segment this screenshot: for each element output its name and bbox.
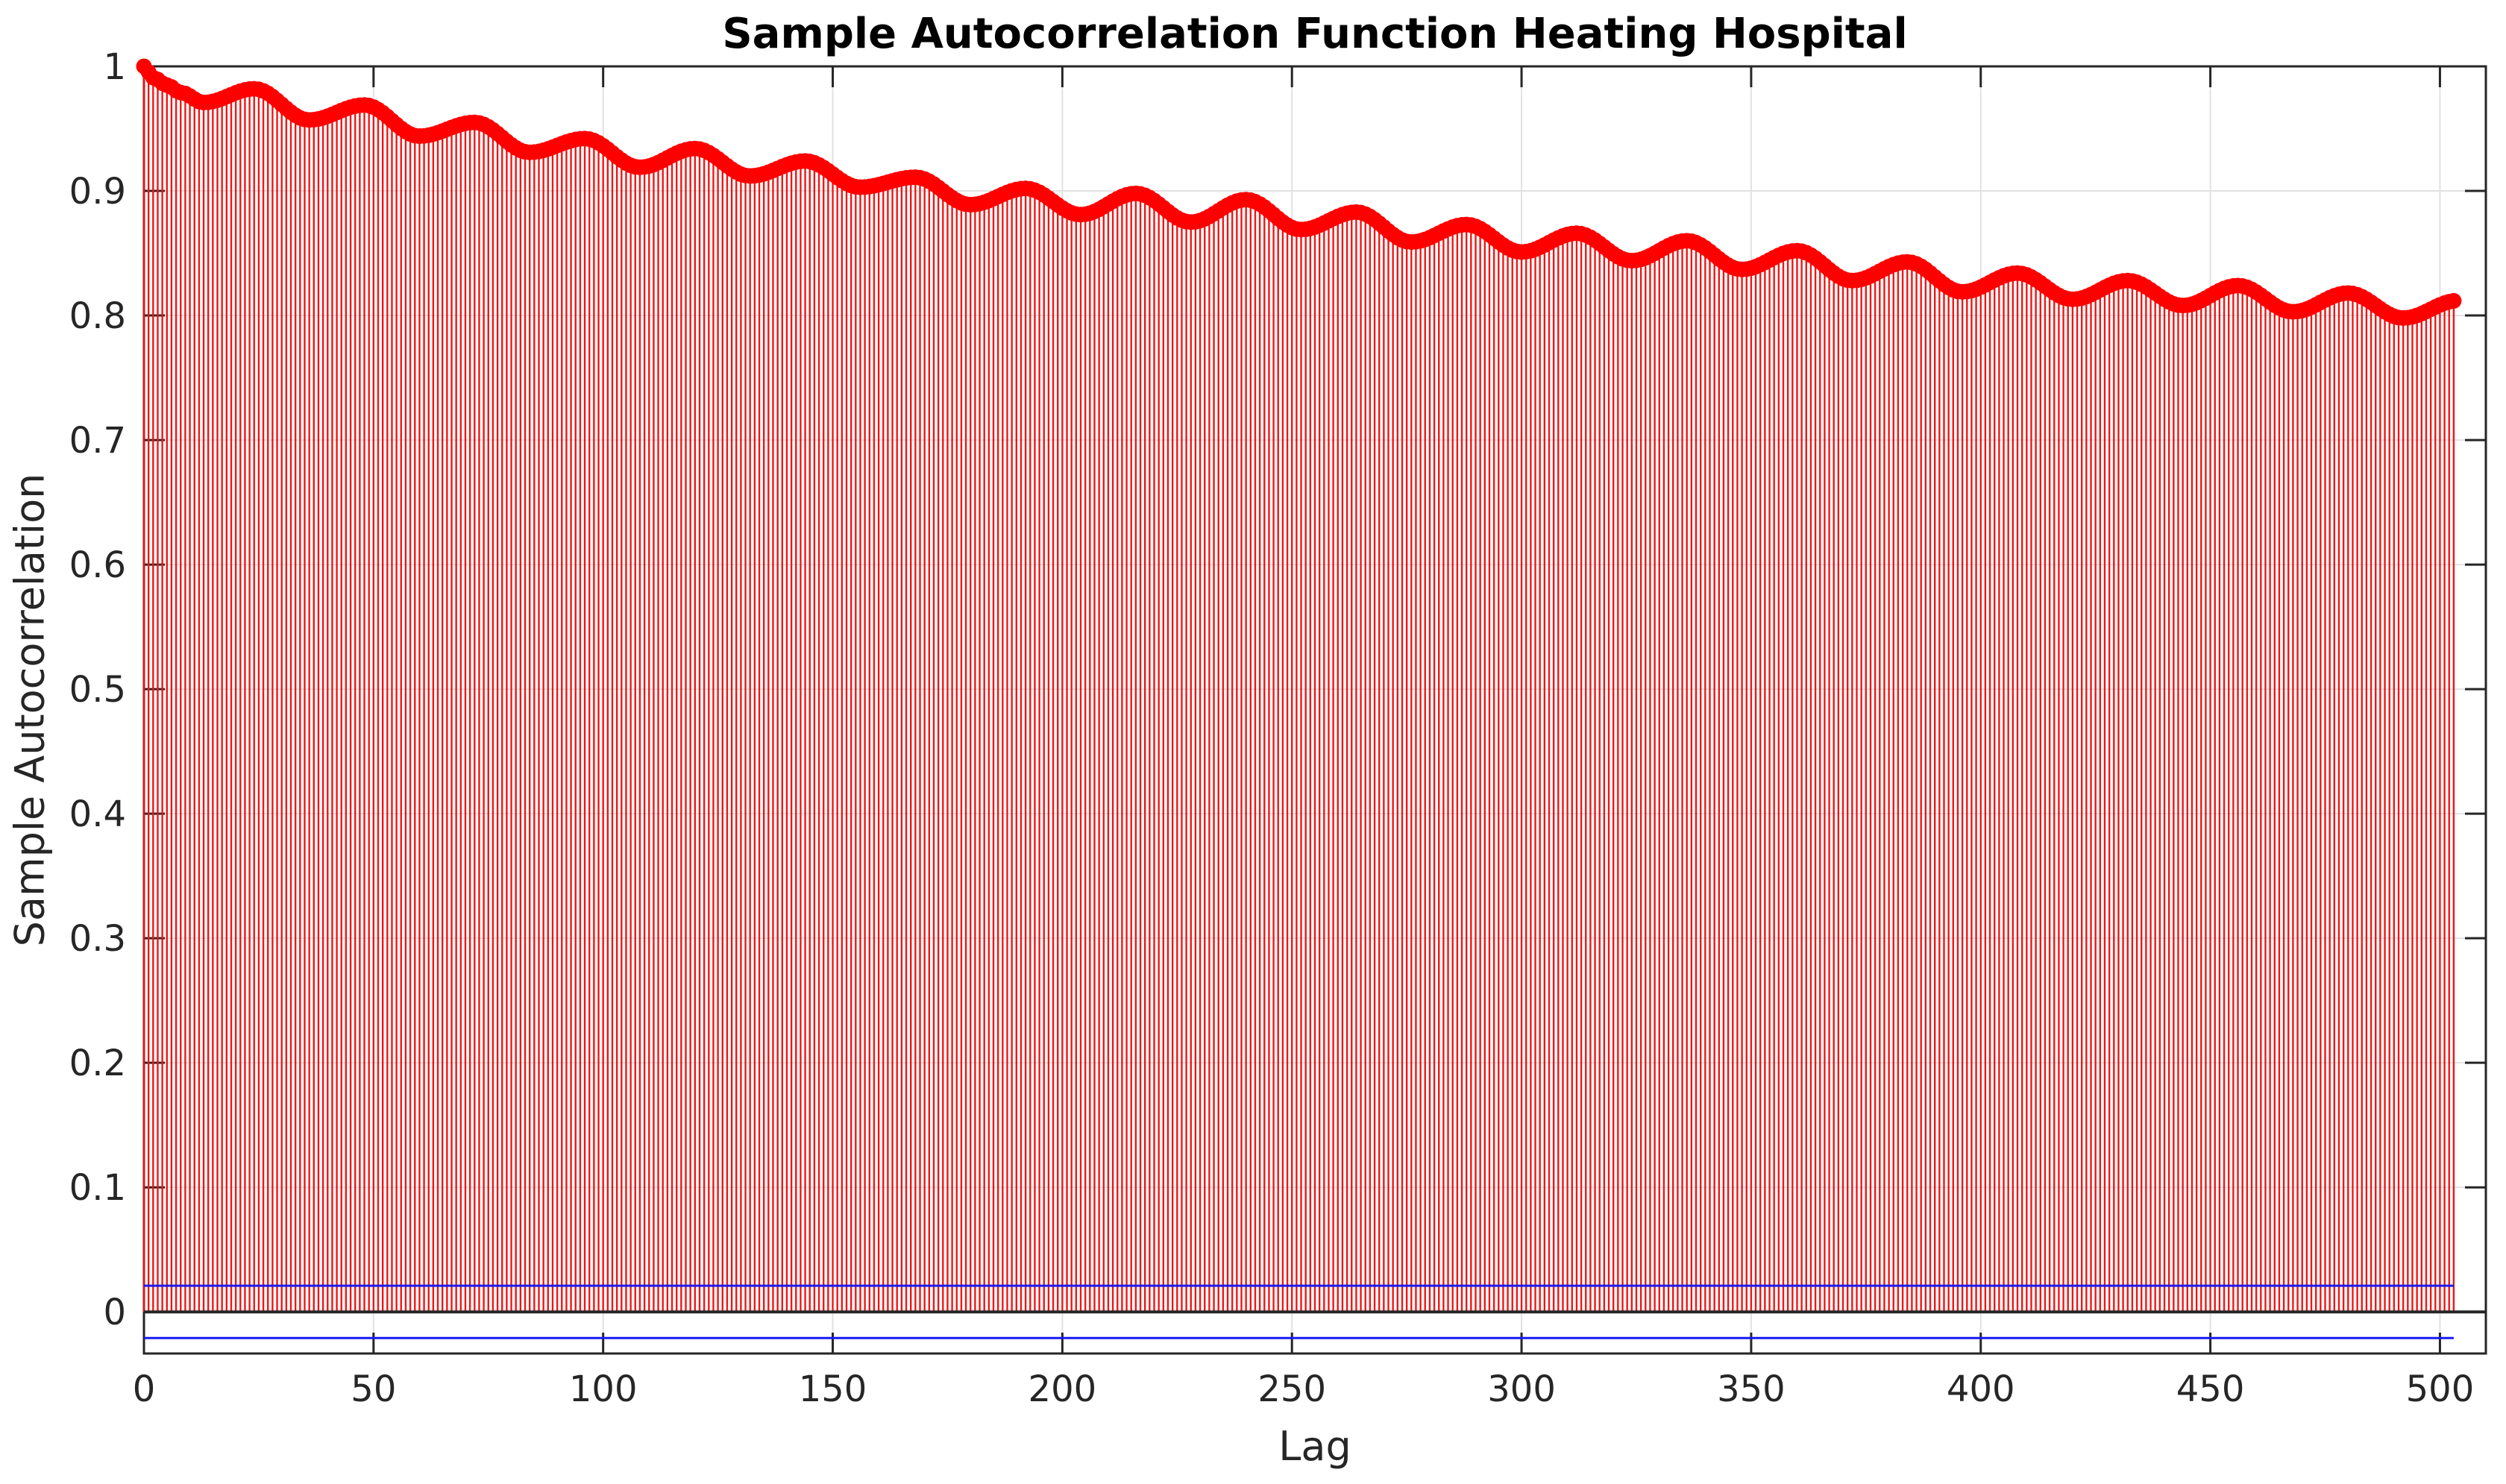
y-tick-labels: 0 0.1 0.2 0.3 0.4 0.5 0.6 0.7 0.8 0.9 1 xyxy=(69,46,126,1333)
svg-text:200: 200 xyxy=(1029,1368,1097,1410)
acf-markers xyxy=(136,58,2462,326)
svg-text:0.6: 0.6 xyxy=(69,544,126,586)
confidence-bounds xyxy=(144,1284,2454,1339)
stem-lines xyxy=(142,66,2455,1312)
svg-text:0.1: 0.1 xyxy=(69,1167,126,1209)
svg-text:0: 0 xyxy=(103,1292,126,1333)
svg-text:500: 500 xyxy=(2406,1368,2475,1410)
svg-text:0.2: 0.2 xyxy=(69,1043,126,1084)
axis-ticks xyxy=(142,65,2486,1353)
svg-text:0.8: 0.8 xyxy=(69,295,126,337)
svg-text:450: 450 xyxy=(2176,1368,2245,1410)
svg-text:400: 400 xyxy=(1947,1368,2015,1410)
x-tick-labels: 0 50 100 150 200 250 300 350 400 450 500 xyxy=(133,1368,2475,1410)
svg-text:1: 1 xyxy=(103,46,126,88)
svg-text:0.4: 0.4 xyxy=(69,793,126,835)
svg-text:300: 300 xyxy=(1487,1368,1556,1410)
svg-text:0.5: 0.5 xyxy=(69,669,126,711)
svg-text:50: 50 xyxy=(351,1368,396,1410)
svg-text:250: 250 xyxy=(1257,1368,1326,1410)
svg-text:0.9: 0.9 xyxy=(69,171,126,213)
svg-text:100: 100 xyxy=(569,1368,638,1410)
svg-text:350: 350 xyxy=(1717,1368,1786,1410)
svg-text:0.7: 0.7 xyxy=(69,420,126,462)
chart-title: Sample Autocorrelation Function Heating … xyxy=(722,10,1908,58)
svg-text:150: 150 xyxy=(799,1368,867,1410)
x-axis-title: Lag xyxy=(1278,1423,1351,1470)
svg-text:0: 0 xyxy=(133,1368,156,1410)
svg-text:0.3: 0.3 xyxy=(69,918,126,960)
